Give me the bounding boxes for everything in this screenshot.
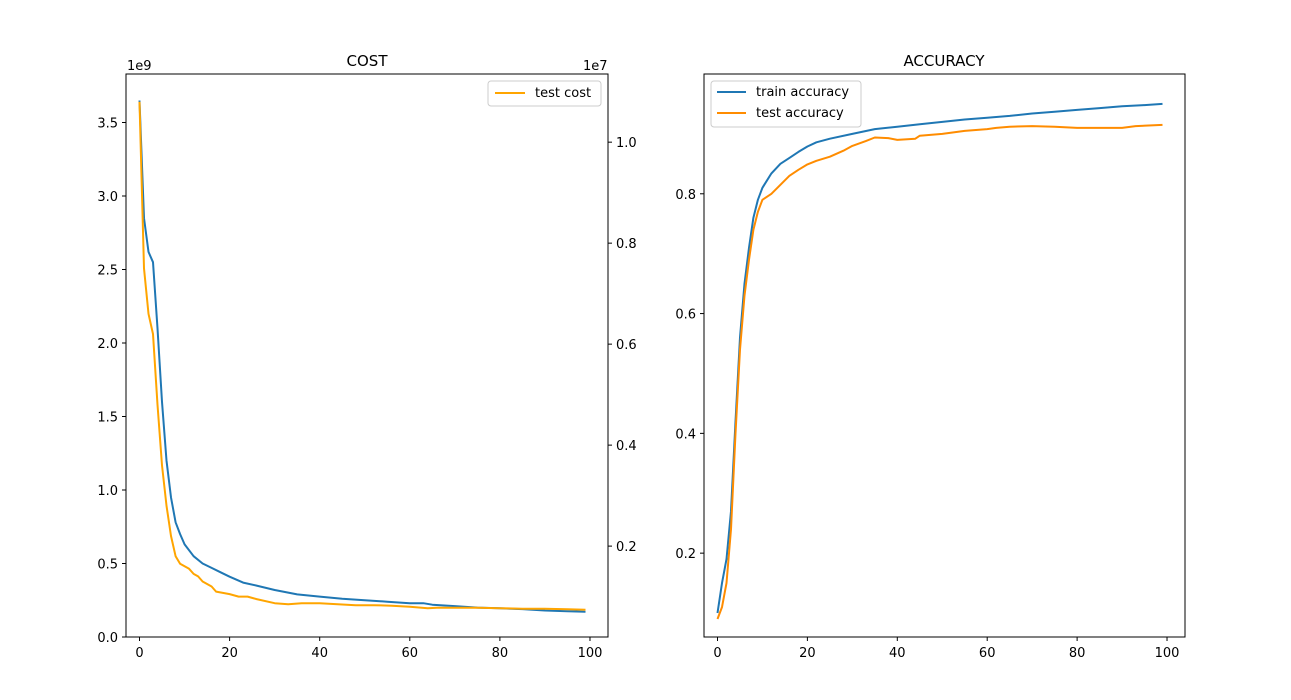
- accuracy-x-tick-label: 20: [799, 646, 816, 661]
- cost-x-tick-label: 0: [135, 646, 143, 661]
- cost-left-tick-label: 2.5: [97, 264, 118, 279]
- cost-series-group: [138, 100, 586, 613]
- cost-right-tick-label: 1.0: [616, 136, 637, 151]
- accuracy-x-tick-label: 60: [979, 646, 996, 661]
- accuracy-axes: 0 20 40 60 80 100 0.2 0.4 0.6 0.8: [675, 73, 1186, 661]
- accuracy-x-tick-label: 100: [1155, 646, 1180, 661]
- accuracy-x-tick-label: 0: [713, 646, 721, 661]
- cost-right-tick-label: 0.6: [616, 338, 637, 353]
- accuracy-x-tick-label: 80: [1069, 646, 1086, 661]
- accuracy-series-group: [716, 102, 1163, 620]
- cost-series-line-test-cost: [138, 101, 586, 611]
- accuracy-legend: train accuracy test accuracy: [710, 80, 862, 128]
- cost-x-tick-label: 60: [402, 646, 419, 661]
- accuracy-left-tick-label: 0.2: [675, 547, 696, 562]
- cost-legend-test-label: test cost: [535, 86, 591, 101]
- cost-right-multiplier: 1e7: [583, 59, 608, 74]
- accuracy-plot-frame: [703, 73, 1186, 638]
- cost-left-tick-label: 0.0: [97, 631, 118, 646]
- cost-right-tick-label: 0.8: [616, 237, 637, 252]
- accuracy-left-tick-label: 0.6: [675, 308, 696, 323]
- cost-plot-frame: [125, 73, 609, 638]
- cost-x-tick-label: 20: [221, 646, 238, 661]
- cost-left-tick-label: 3.5: [97, 117, 118, 132]
- cost-chart: COST 1e9 1e7 0 20 40 60 80 100 0.0 0.5 1.0 1.5 2.0…: [97, 52, 636, 661]
- accuracy-x-tick-label: 40: [889, 646, 906, 661]
- cost-x-tick-label: 100: [578, 646, 603, 661]
- cost-x-tick-label: 40: [311, 646, 328, 661]
- cost-left-tick-label: 0.5: [97, 558, 118, 573]
- accuracy-legend-test-label: test accuracy: [756, 106, 844, 121]
- cost-right-tick-label: 0.2: [616, 540, 637, 555]
- accuracy-series-line-test-accuracy: [716, 123, 1163, 620]
- cost-left-tick-label: 2.0: [97, 337, 118, 352]
- accuracy-legend-train-label: train accuracy: [756, 85, 849, 100]
- cost-axes: 0 20 40 60 80 100 0.0 0.5 1.0 1.5 2.0 2.5 3.0 3.5 0.2 0…: [97, 73, 637, 661]
- cost-legend: test cost: [487, 80, 602, 107]
- accuracy-legend-frame: [710, 80, 862, 128]
- cost-left-multiplier: 1e9: [127, 59, 152, 74]
- cost-left-tick-label: 3.0: [97, 190, 118, 205]
- cost-legend-frame: [487, 80, 602, 107]
- cost-x-tick-label: 80: [492, 646, 509, 661]
- cost-left-tick-label: 1.0: [97, 484, 118, 499]
- cost-right-tick-label: 0.4: [616, 439, 637, 454]
- cost-left-tick-label: 1.5: [97, 411, 118, 426]
- accuracy-left-tick-label: 0.8: [675, 188, 696, 203]
- accuracy-chart-title: ACCURACY: [903, 52, 985, 70]
- accuracy-left-tick-label: 0.4: [675, 427, 696, 442]
- accuracy-chart: ACCURACY 0 20 40 60 80 100 0.2 0.4 0.6 0.8 train …: [675, 52, 1186, 661]
- cost-chart-title: COST: [347, 52, 389, 70]
